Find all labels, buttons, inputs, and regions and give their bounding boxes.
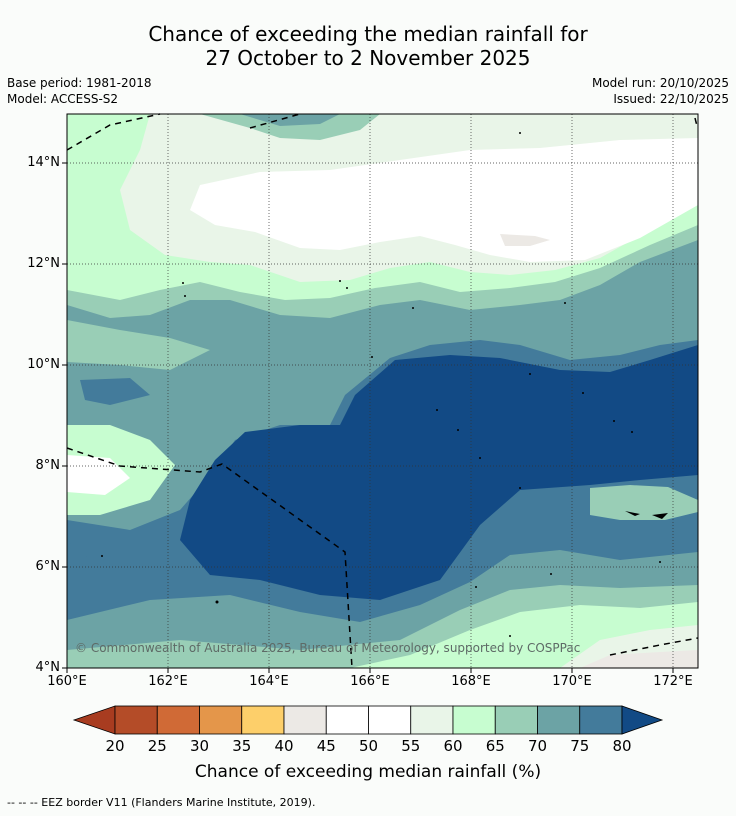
colorbar-tick-label: 20 <box>105 737 125 755</box>
model-run: Model run: 20/10/2025 <box>591 76 729 90</box>
colorbar-cell <box>325 705 369 735</box>
shade-75-80-west <box>67 540 90 580</box>
islands <box>101 132 668 637</box>
shade-65-70-left <box>67 320 210 370</box>
colorbar-tick-label: 70 <box>527 737 548 755</box>
lat-label: 10°N <box>27 357 60 372</box>
eez-legend-note: -- -- -- EEZ border V11 (Flanders Marine… <box>7 796 316 809</box>
shade-70-75-top <box>240 114 340 126</box>
colorbar-title: Chance of exceeding median rainfall (%) <box>194 762 542 782</box>
colorbar-cell <box>494 705 538 735</box>
colorbar-extend-low <box>72 705 116 735</box>
lon-label: 170°E <box>552 674 592 689</box>
shade-65-70-top <box>200 114 380 140</box>
shade-80-plus <box>180 345 698 600</box>
metadata-right: Model run: 20/10/2025 Issued: 22/10/2025 <box>592 75 729 107</box>
colorbar-cells <box>114 705 623 735</box>
shade-45-55 <box>190 138 698 262</box>
lon-label: 168°E <box>451 674 491 689</box>
colorbar-tick-label: 40 <box>274 737 294 755</box>
colorbar-cell <box>579 705 623 735</box>
base-period: Base period: 1981-2018 <box>7 76 152 90</box>
colorbar-cell <box>114 705 158 735</box>
lat-label: 6°N <box>35 559 61 574</box>
shade-75-80-left <box>80 378 150 405</box>
lat-label: 14°N <box>27 155 60 170</box>
colorbar-cell <box>283 705 327 735</box>
colorbar-tick-label: 50 <box>358 737 379 755</box>
colorbar-tick-label: 25 <box>147 737 167 755</box>
axis-ticks <box>62 162 674 673</box>
colorbar <box>72 705 664 735</box>
colorbar-tick-label: 60 <box>443 737 463 755</box>
lat-label: 8°N <box>35 458 61 473</box>
shade-65-70-east <box>590 485 698 520</box>
colorbar-cell <box>156 705 200 735</box>
chart-title: Chance of exceeding the median rainfall … <box>0 22 736 70</box>
metadata-left: Base period: 1981-2018 Model: ACCESS-S2 <box>7 75 152 107</box>
title-line-2: 27 October to 2 November 2025 <box>205 46 531 70</box>
title-line-1: Chance of exceeding the median rainfall … <box>148 22 588 46</box>
map-frame <box>66 113 699 669</box>
colorbar-tick-label: 30 <box>189 737 210 755</box>
lon-label: 160°E <box>47 674 87 689</box>
graticule <box>67 114 698 668</box>
shade-40-45-south <box>580 650 698 668</box>
colorbar-extend-high <box>621 705 664 735</box>
colorbar-cell <box>368 705 412 735</box>
colorbar-cell <box>452 705 496 735</box>
lon-label: 164°E <box>249 674 289 689</box>
eez-border <box>66 113 699 669</box>
colorbar-cell <box>241 705 285 735</box>
colorbar-cell <box>410 705 454 735</box>
issued-date: Issued: 22/10/2025 <box>613 92 729 106</box>
colorbar-tick-label: 65 <box>485 737 505 755</box>
colorbar-cell <box>199 705 243 735</box>
lon-label: 172°E <box>653 674 693 689</box>
lat-label: 4°N <box>35 660 61 675</box>
colorbar-tick-label: 75 <box>570 737 590 755</box>
rainfall-probability-field <box>67 114 698 668</box>
copyright-notice: © Commonwealth of Australia 2025, Bureau… <box>75 641 581 655</box>
lon-label: 162°E <box>148 674 188 689</box>
lon-label: 166°E <box>350 674 390 689</box>
colorbar-tick-label: 35 <box>232 737 252 755</box>
shade-40-45 <box>500 234 550 246</box>
model-name: Model: ACCESS-S2 <box>7 92 119 106</box>
lat-label: 12°N <box>27 256 60 271</box>
colorbar-tick-label: 80 <box>612 737 632 755</box>
shade-50-left <box>67 455 130 495</box>
colorbar-tick-label: 55 <box>401 737 421 755</box>
colorbar-tick-label: 45 <box>316 737 336 755</box>
colorbar-cell <box>537 705 581 735</box>
